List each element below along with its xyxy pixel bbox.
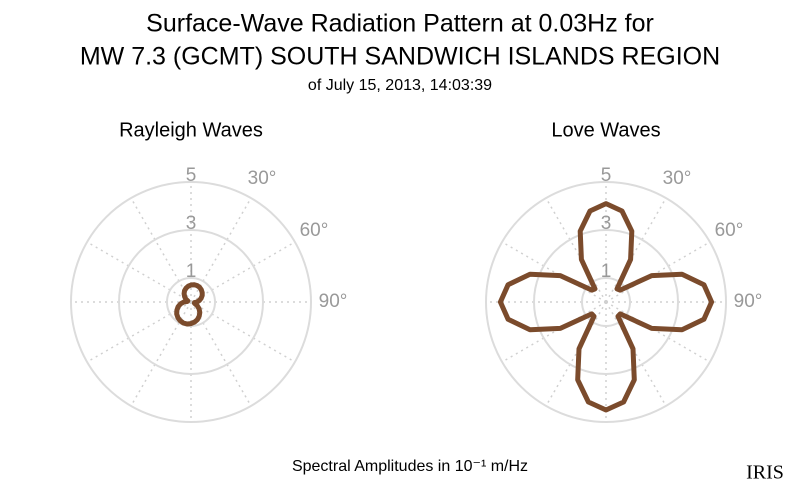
radiation-curve [174, 282, 205, 327]
title-line: MW 7.3 (GCMT) SOUTH SANDWICH ISLANDS REG… [80, 43, 720, 71]
logo: IRIS [746, 462, 784, 484]
grid-radial [605, 197, 667, 303]
grid-radial [190, 197, 252, 303]
subtitle: of July 15, 2013, 14:03:39 [308, 77, 492, 94]
radiation-curve [497, 201, 715, 413]
grid-circle [118, 229, 264, 375]
grid-radial [501, 241, 607, 303]
footer: Spectral Amplitudes in 10⁻¹ m/Hz [292, 458, 528, 475]
grid-radial [501, 301, 607, 363]
grid-radial [190, 301, 296, 363]
grid-radial [190, 241, 296, 303]
grid-radial [605, 301, 667, 407]
grid-circle [533, 229, 679, 375]
r-tick-label: 1 [601, 261, 612, 282]
r-tick-label: 1 [186, 261, 197, 282]
grid-radial [545, 301, 607, 407]
grid-radial [190, 301, 252, 407]
grid-radial [545, 197, 607, 303]
grid-radial [86, 301, 192, 363]
title-line: Surface-Wave Radiation Pattern at 0.03Hz… [146, 10, 654, 38]
grid-radial [605, 301, 711, 363]
chart-title: Love Waves [551, 119, 660, 141]
grid-circle [70, 181, 312, 423]
grid-radial [605, 241, 711, 303]
chart-title: Rayleigh Waves [119, 119, 263, 141]
theta-tick-label: 30° [663, 168, 692, 189]
theta-tick-label: 60° [300, 220, 329, 241]
theta-tick-label: 30° [248, 168, 277, 189]
grid-radial [86, 241, 192, 303]
r-tick-label: 3 [186, 213, 197, 234]
r-tick-label: 5 [186, 165, 197, 186]
grid-circle [581, 277, 631, 327]
theta-tick-label: 90° [319, 291, 348, 312]
grid-circle [485, 181, 727, 423]
theta-tick-label: 60° [715, 220, 744, 241]
theta-tick-label: 90° [734, 291, 763, 312]
r-tick-label: 5 [601, 165, 612, 186]
grid-radial [130, 197, 192, 303]
r-tick-label: 3 [601, 213, 612, 234]
